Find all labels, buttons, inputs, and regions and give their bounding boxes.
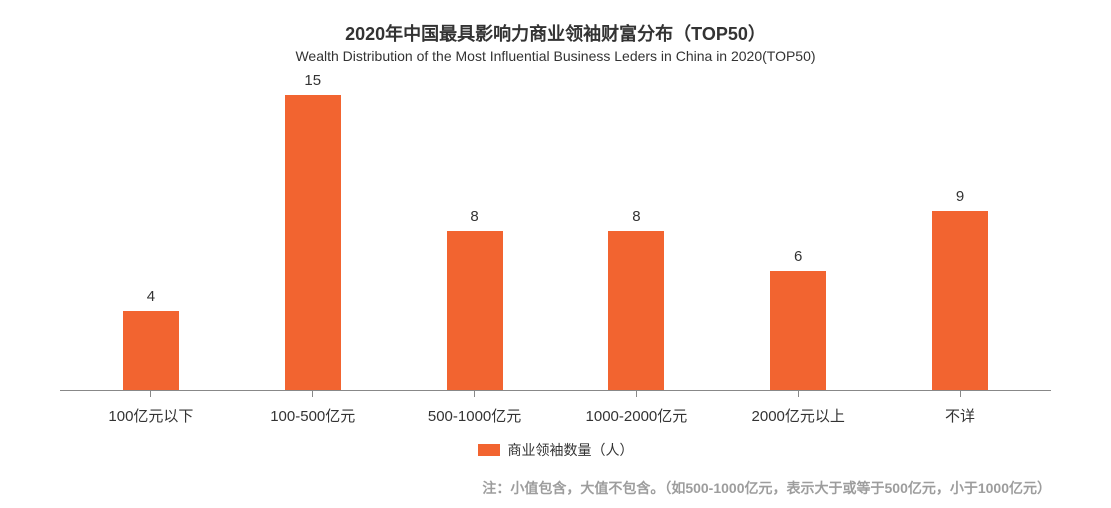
- bar: [285, 95, 341, 390]
- bar-value-label: 6: [794, 248, 802, 265]
- legend-swatch: [478, 444, 500, 456]
- bar-value-label: 9: [956, 188, 964, 205]
- bar-value-label: 15: [304, 72, 321, 89]
- bar-value-label: 8: [470, 208, 478, 225]
- bar: [770, 271, 826, 390]
- chart-plot: 4 15 8 8 6 9: [60, 72, 1051, 391]
- x-axis-label: 100亿元以下: [70, 405, 232, 426]
- bar: [608, 231, 664, 390]
- bar: [123, 311, 179, 391]
- bar-slot: 6: [717, 72, 879, 390]
- x-axis-label: 500-1000亿元: [394, 405, 556, 426]
- chart-title-sub: Wealth Distribution of the Most Influent…: [60, 48, 1051, 64]
- bar-slot: 15: [232, 72, 394, 390]
- bar-slot: 9: [879, 72, 1041, 390]
- chart-x-labels: 100亿元以下100-500亿元500-1000亿元1000-2000亿元200…: [60, 397, 1051, 426]
- chart-area: 4 15 8 8 6 9 100亿元以下100-500亿元500-1000亿元1000-2…: [60, 72, 1051, 460]
- bar-slot: 8: [394, 72, 556, 390]
- x-axis-label: 100-500亿元: [232, 405, 394, 426]
- chart-footnote: 注：小值包含，大值不包含。（如500-1000亿元，表示大于或等于500亿元，小…: [60, 478, 1051, 498]
- chart-title-block: 2020年中国最具影响力商业领袖财富分布（TOP50） Wealth Distr…: [60, 20, 1051, 64]
- x-axis-label: 2000亿元以上: [717, 405, 879, 426]
- bar: [932, 211, 988, 390]
- legend-label: 商业领袖数量（人）: [508, 440, 634, 460]
- bar-slot: 4: [70, 72, 232, 390]
- x-axis-label: 1000-2000亿元: [555, 405, 717, 426]
- bar-value-label: 4: [147, 288, 155, 305]
- chart-legend: 商业领袖数量（人）: [60, 440, 1051, 460]
- bar-value-label: 8: [632, 208, 640, 225]
- x-axis-label: 不详: [879, 405, 1041, 426]
- bar-slot: 8: [555, 72, 717, 390]
- chart-title-main: 2020年中国最具影响力商业领袖财富分布（TOP50）: [60, 20, 1051, 46]
- bar: [447, 231, 503, 390]
